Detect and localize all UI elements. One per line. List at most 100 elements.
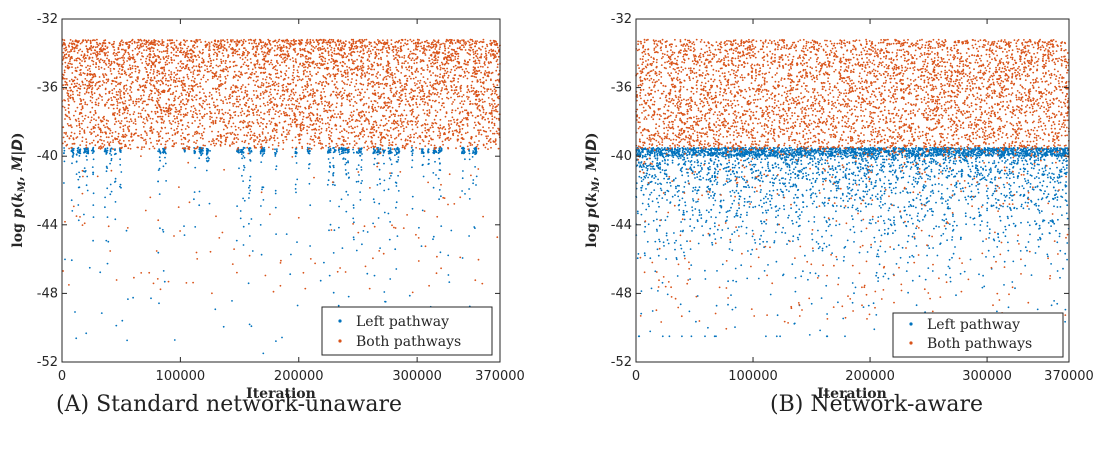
panel-a-both-pathways-point (208, 53, 210, 55)
panel-a-both-pathways-point (242, 41, 244, 43)
panel-a-left-pathway-point (244, 200, 246, 202)
panel-a-left-pathway-point (438, 158, 440, 160)
panel-a-both-pathways-point (330, 94, 332, 96)
panel-a-both-pathways-point (94, 92, 96, 94)
panel-a-both-pathways-point (152, 118, 154, 120)
panel-a-both-pathways-point (331, 47, 333, 49)
panel-a-left-pathway-point (71, 259, 73, 261)
panel-a-both-pathways-point (76, 120, 78, 122)
panel-a-both-pathways-point (446, 68, 448, 70)
panel-a-both-pathways-point (300, 106, 302, 108)
panel-a-both-pathways-point (144, 67, 146, 69)
panel-a-both-pathways-point (409, 57, 411, 59)
panel-a-both-pathways-point (311, 45, 313, 47)
panel-a-both-pathways-point (315, 102, 317, 104)
panel-a-left-pathway-point (475, 184, 477, 186)
panel-a-both-pathways-point (240, 72, 242, 74)
panel-a-both-pathways-point (68, 148, 70, 150)
panel-a-both-pathways-point (268, 83, 270, 85)
panel-a-both-pathways-point (126, 88, 128, 90)
panel-a-both-pathways-point (169, 120, 171, 122)
panel-a-both-pathways-point (201, 58, 203, 60)
panel-a-left-pathway-point (342, 150, 344, 152)
panel-a-both-pathways-point (70, 147, 72, 149)
panel-a-both-pathways-point (316, 108, 318, 110)
panel-a-both-pathways-point (247, 94, 249, 96)
panel-a-both-pathways-point (202, 144, 204, 146)
panel-a-both-pathways-point (84, 101, 86, 103)
panel-a-both-pathways-point (476, 40, 478, 42)
panel-a-both-pathways-point (260, 143, 262, 145)
panel-a-both-pathways-point (92, 52, 94, 54)
panel-a-both-pathways-point (313, 103, 315, 105)
panel-a-both-pathways-point (322, 88, 324, 90)
panel-a-left-pathway-point (295, 192, 297, 194)
panel-a-both-pathways-point (436, 79, 438, 81)
panel-a-both-pathways-point (354, 136, 356, 138)
panel-a-both-pathways-point (348, 147, 350, 149)
panel-a-both-pathways-point (254, 84, 256, 86)
panel-a-both-pathways-point (241, 141, 243, 143)
panel-a-both-pathways-point (431, 86, 433, 88)
panel-a-both-pathways-point (101, 99, 103, 101)
panel-a-left-pathway-point (412, 150, 414, 152)
panel-a-both-pathways-point (184, 89, 186, 91)
panel-a-both-pathways-point (404, 83, 406, 85)
panel-a-left-pathway-point (243, 165, 245, 167)
panel-a-both-pathways-point (370, 42, 372, 44)
panel-a-both-pathways-point (265, 142, 267, 144)
panel-a-both-pathways-point (397, 120, 399, 122)
panel-a-both-pathways-point (358, 55, 360, 57)
panel-a-both-pathways-point (400, 50, 402, 52)
panel-a-left-pathway-point (104, 206, 106, 208)
panel-a-both-pathways-point (144, 123, 146, 125)
panel-a-both-pathways-point (433, 44, 435, 46)
panel-a-both-pathways-point (462, 128, 464, 130)
panel-a-both-pathways-point (377, 71, 379, 73)
panel-a-both-pathways-point (196, 46, 198, 48)
panel-a-both-pathways-point (326, 128, 328, 130)
panel-a-left-pathway-point (75, 337, 77, 339)
panel-a-both-pathways-point (307, 91, 309, 93)
panel-a-both-pathways-point (68, 104, 70, 106)
panel-a-both-pathways-point (474, 46, 476, 48)
panel-a-left-pathway-point (397, 161, 399, 163)
panel-a-both-pathways-point (91, 79, 93, 81)
panel-a-both-pathways-point (184, 68, 186, 70)
panel-a-both-pathways-point (64, 54, 66, 56)
panel-a-both-pathways-point (328, 54, 330, 56)
panel-a-both-pathways-point (307, 100, 309, 102)
panel-a-both-pathways-point (175, 142, 177, 144)
panel-a-both-pathways-point (77, 57, 79, 59)
panel-a-left-pathway-point (201, 151, 203, 153)
panel-a-both-pathways-point (371, 45, 373, 47)
panel-a-both-pathways-point (165, 103, 167, 105)
panel-a-both-pathways-point (181, 84, 183, 86)
panel-a-both-pathways-point (308, 64, 310, 66)
panel-a-both-pathways-point (119, 109, 121, 111)
panel-a-left-pathway-point (330, 148, 332, 150)
panel-a-both-pathways-point (482, 126, 484, 128)
panel-a-both-pathways-point (186, 74, 188, 76)
panel-a-both-pathways-point (340, 41, 342, 43)
panel-a-both-pathways-point (391, 91, 393, 93)
panel-a-both-pathways-point (460, 87, 462, 89)
panel-a-both-pathways-point (195, 65, 197, 67)
panel-a-left-pathway-point (333, 252, 335, 254)
panel-a-both-pathways-point (357, 70, 359, 72)
panel-a-both-pathways-point (293, 41, 295, 43)
panel-a-both-pathways-point (140, 95, 142, 97)
panel-a-both-pathways-point (295, 136, 297, 138)
panel-a-both-pathways-point (229, 44, 231, 46)
panel-a-left-pathway-point (77, 150, 79, 152)
panel-a-both-pathways-point (413, 40, 415, 42)
panel-a-both-pathways-point (200, 137, 202, 139)
panel-a-both-pathways-point (198, 66, 200, 68)
panel-a-left-pathway-point (249, 235, 251, 237)
panel-a-both-pathways-point (261, 84, 263, 86)
panel-a-both-pathways-point (395, 45, 397, 47)
panel-a-both-pathways-point (427, 69, 429, 71)
panel-a-both-pathways-point (405, 104, 407, 106)
panel-a-both-pathways-point (277, 77, 279, 79)
panel-a-left-pathway-point (382, 155, 384, 157)
